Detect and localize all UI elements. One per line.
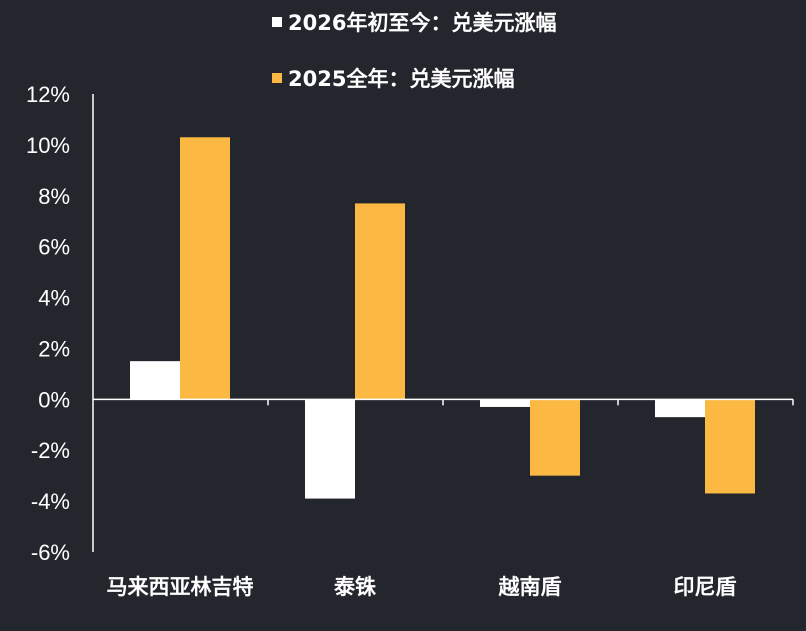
y-tick-label: 2% (38, 336, 70, 361)
bar-series-0-category-3 (655, 399, 705, 418)
legend-label-ytd-2026: 2026年初至今：兑美元涨幅 (288, 11, 556, 35)
y-tick-label: 4% (38, 286, 70, 311)
y-axis-ticks: 12% 10% 8% 6% 4% 2% 0% -2% -4% -6% (26, 82, 70, 565)
y-tick-label: 0% (38, 387, 70, 412)
y-tick-label: 12% (26, 82, 70, 107)
y-tick-label: 8% (38, 184, 70, 209)
category-label: 泰铢 (333, 575, 377, 599)
category-label: 越南盾 (498, 575, 562, 599)
legend: 2026年初至今：兑美元涨幅 2025全年：兑美元涨幅 (272, 11, 556, 91)
y-tick-label: -6% (31, 540, 70, 565)
legend-swatch-full-year-2025 (272, 73, 282, 83)
bars (130, 137, 755, 499)
y-tick-label: 10% (26, 133, 70, 158)
category-label: 印尼盾 (674, 575, 737, 599)
bar-series-1-category-1 (355, 203, 405, 400)
bar-series-1-category-2 (530, 399, 580, 476)
y-tick-label: 6% (38, 235, 70, 260)
bar-series-0-category-2 (480, 399, 530, 407)
category-label: 马来西亚林吉特 (107, 575, 254, 599)
bar-series-0-category-0 (130, 361, 180, 400)
y-tick-label: -4% (31, 489, 70, 514)
legend-label-full-year-2025: 2025全年：兑美元涨幅 (288, 67, 514, 91)
axes (92, 94, 794, 552)
y-tick-label: -2% (31, 438, 70, 463)
bar-series-1-category-0 (180, 137, 230, 400)
bar-series-1-category-3 (705, 399, 755, 494)
x-axis-labels: 马来西亚林吉特 泰铢 越南盾 印尼盾 (107, 575, 737, 599)
legend-swatch-ytd-2026 (272, 17, 282, 27)
bar-series-0-category-1 (305, 399, 355, 499)
